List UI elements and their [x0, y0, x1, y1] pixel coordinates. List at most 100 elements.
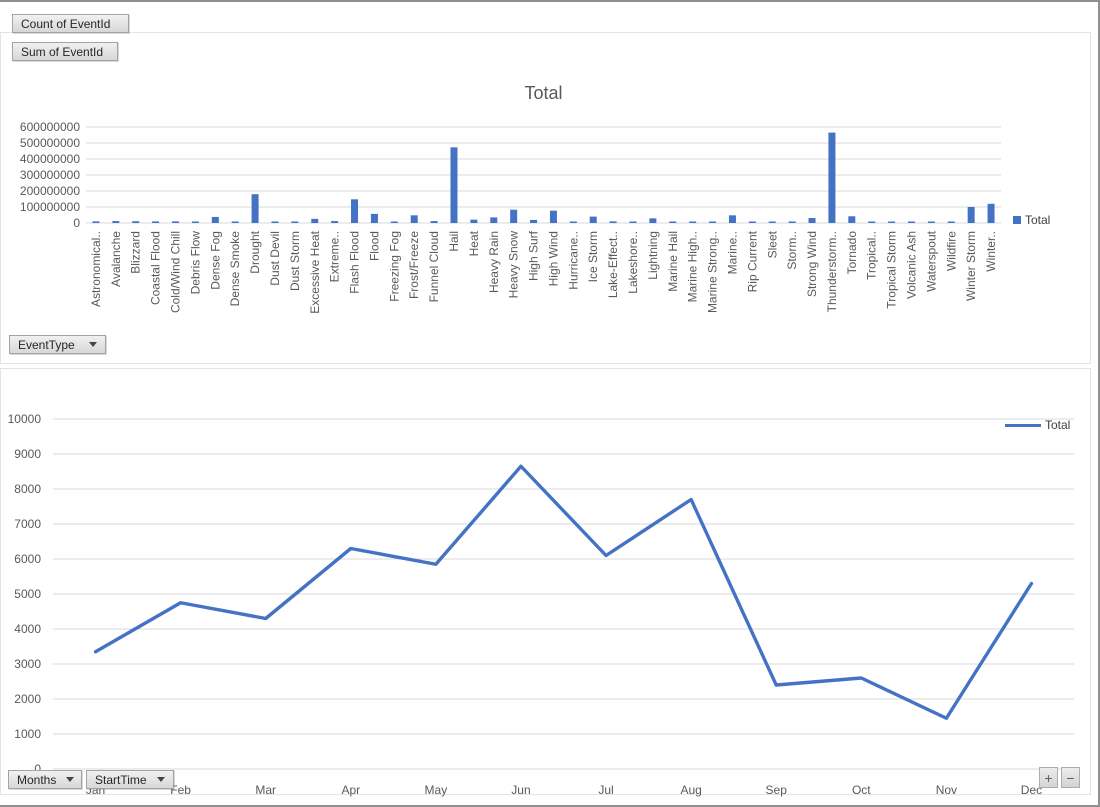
svg-text:Marine Hail: Marine Hail: [666, 231, 680, 292]
svg-text:High Wind: High Wind: [546, 231, 560, 286]
legend-square-icon: [1013, 216, 1021, 224]
svg-text:Feb: Feb: [170, 783, 191, 797]
bar-chart-container: 0 100000000 200000000 300000000 400000000 500…: [0, 32, 1091, 364]
svg-text:Aug: Aug: [680, 783, 701, 797]
svg-text:Flash Flood: Flash Flood: [348, 231, 362, 294]
svg-text:Marine..: Marine..: [725, 231, 739, 274]
pivot-axis-field-button-eventtype[interactable]: EventType: [9, 335, 106, 354]
svg-text:Lakeshore..: Lakeshore..: [626, 231, 640, 294]
legend-line-icon: [1005, 423, 1041, 427]
bar-chart-legend: Total: [1013, 213, 1050, 227]
legend-label: Total: [1045, 418, 1071, 432]
svg-text:Freezing Fog: Freezing Fog: [387, 231, 401, 302]
svg-text:Strong Wind: Strong Wind: [805, 231, 819, 297]
collapse-field-button[interactable]: −: [1061, 767, 1080, 788]
svg-text:Hurricane..: Hurricane..: [566, 231, 580, 290]
svg-text:10000: 10000: [8, 412, 42, 426]
svg-text:Tropical Storm: Tropical Storm: [885, 231, 899, 309]
pivot-field-button-label: Count of EventId: [21, 16, 111, 31]
svg-text:Blizzard: Blizzard: [129, 231, 143, 274]
svg-text:Drought: Drought: [248, 230, 262, 273]
svg-text:8000: 8000: [14, 482, 41, 496]
svg-text:500000000: 500000000: [20, 136, 80, 150]
legend-label: Total: [1025, 213, 1051, 227]
svg-text:7000: 7000: [14, 517, 41, 531]
svg-text:Astronomical..: Astronomical..: [89, 231, 103, 307]
svg-text:Jul: Jul: [598, 783, 613, 797]
svg-text:Sleet: Sleet: [765, 230, 779, 258]
svg-text:Cold/Wind Chill: Cold/Wind Chill: [169, 231, 183, 313]
svg-text:Nov: Nov: [936, 783, 957, 797]
svg-text:May: May: [425, 783, 448, 797]
svg-text:Lightning: Lightning: [646, 231, 660, 280]
svg-text:Ice Storm: Ice Storm: [586, 231, 600, 282]
chevron-down-icon: [66, 777, 75, 782]
svg-text:Funnel Cloud: Funnel Cloud: [427, 231, 441, 302]
svg-text:300000000: 300000000: [20, 168, 80, 182]
svg-text:Volcanic Ash: Volcanic Ash: [904, 231, 918, 299]
pivot-field-button-label: Months: [17, 772, 57, 787]
pivot-field-button-sum-of-eventid[interactable]: Sum of EventId: [12, 42, 118, 61]
svg-text:Marine Strong..: Marine Strong..: [706, 231, 720, 313]
svg-text:Winter Storm: Winter Storm: [964, 231, 978, 301]
svg-text:Dec: Dec: [1021, 783, 1042, 797]
chevron-down-icon: [89, 342, 97, 347]
pivot-axis-field-button-months[interactable]: Months: [8, 770, 82, 789]
svg-text:Heat: Heat: [467, 230, 481, 256]
svg-text:Tornado: Tornado: [845, 231, 859, 275]
svg-text:100000000: 100000000: [20, 200, 80, 214]
svg-text:1000: 1000: [14, 727, 41, 741]
svg-text:Mar: Mar: [255, 783, 276, 797]
chart-title: Total: [524, 83, 563, 103]
svg-text:Avalanche: Avalanche: [109, 231, 123, 287]
svg-text:Dense Smoke: Dense Smoke: [228, 231, 242, 307]
svg-text:6000: 6000: [14, 552, 41, 566]
svg-text:Frost/Freeze: Frost/Freeze: [407, 231, 421, 299]
svg-text:Debris Flow: Debris Flow: [188, 231, 202, 295]
bar-chart-svg: 0 100000000 200000000 300000000 400000000 500…: [20, 120, 1001, 314]
svg-text:Thunderstorm..: Thunderstorm..: [825, 231, 839, 312]
svg-text:Waterspout: Waterspout: [924, 230, 938, 292]
svg-text:Hail: Hail: [447, 231, 461, 252]
line-chart-legend: Total: [1005, 418, 1070, 432]
svg-text:Heavy Rain: Heavy Rain: [487, 231, 501, 293]
svg-text:Oct: Oct: [852, 783, 871, 797]
svg-text:Sep: Sep: [766, 783, 788, 797]
svg-text:Dust Devil: Dust Devil: [268, 231, 282, 286]
svg-text:Storm..: Storm..: [785, 231, 799, 270]
svg-text:2000: 2000: [14, 692, 41, 706]
svg-text:Marine High..: Marine High..: [686, 231, 700, 302]
svg-text:Apr: Apr: [341, 783, 360, 797]
svg-text:Extreme..: Extreme..: [328, 231, 342, 282]
pivot-field-button-count-of-eventid[interactable]: Count of EventId: [12, 14, 129, 33]
svg-text:3000: 3000: [14, 657, 41, 671]
svg-text:Tropical..: Tropical..: [865, 231, 879, 280]
svg-text:Heavy Snow: Heavy Snow: [507, 231, 521, 299]
svg-text:Coastal Flood: Coastal Flood: [149, 231, 163, 305]
minus-icon: −: [1066, 769, 1075, 786]
svg-text:400000000: 400000000: [20, 152, 80, 166]
svg-text:Rip Current: Rip Current: [745, 230, 759, 292]
svg-text:9000: 9000: [14, 447, 41, 461]
svg-text:0: 0: [34, 762, 41, 776]
svg-text:Excessive Heat: Excessive Heat: [308, 230, 322, 313]
svg-text:4000: 4000: [14, 622, 41, 636]
pivot-field-button-label: Sum of EventId: [21, 44, 104, 59]
expand-field-button[interactable]: +: [1039, 767, 1058, 788]
svg-text:High Surf: High Surf: [527, 230, 541, 281]
svg-text:Winter..: Winter..: [984, 231, 998, 272]
plus-icon: +: [1044, 769, 1053, 786]
svg-text:5000: 5000: [14, 587, 41, 601]
svg-text:0: 0: [73, 216, 80, 230]
svg-text:Dust Storm: Dust Storm: [288, 231, 302, 291]
pivot-axis-field-button-starttime[interactable]: StartTime: [86, 770, 174, 789]
pivot-field-button-label: EventType: [18, 337, 75, 352]
pivot-field-button-label: StartTime: [95, 772, 147, 787]
svg-text:Dense Fog: Dense Fog: [208, 231, 222, 290]
line-chart-container: 0 1000 2000 3000 4000 5000 6000 7000 8000 9000 100…: [0, 368, 1091, 797]
svg-text:200000000: 200000000: [20, 184, 80, 198]
svg-text:Jun: Jun: [511, 783, 530, 797]
svg-text:600000000: 600000000: [20, 120, 80, 134]
chevron-down-icon: [157, 777, 165, 782]
